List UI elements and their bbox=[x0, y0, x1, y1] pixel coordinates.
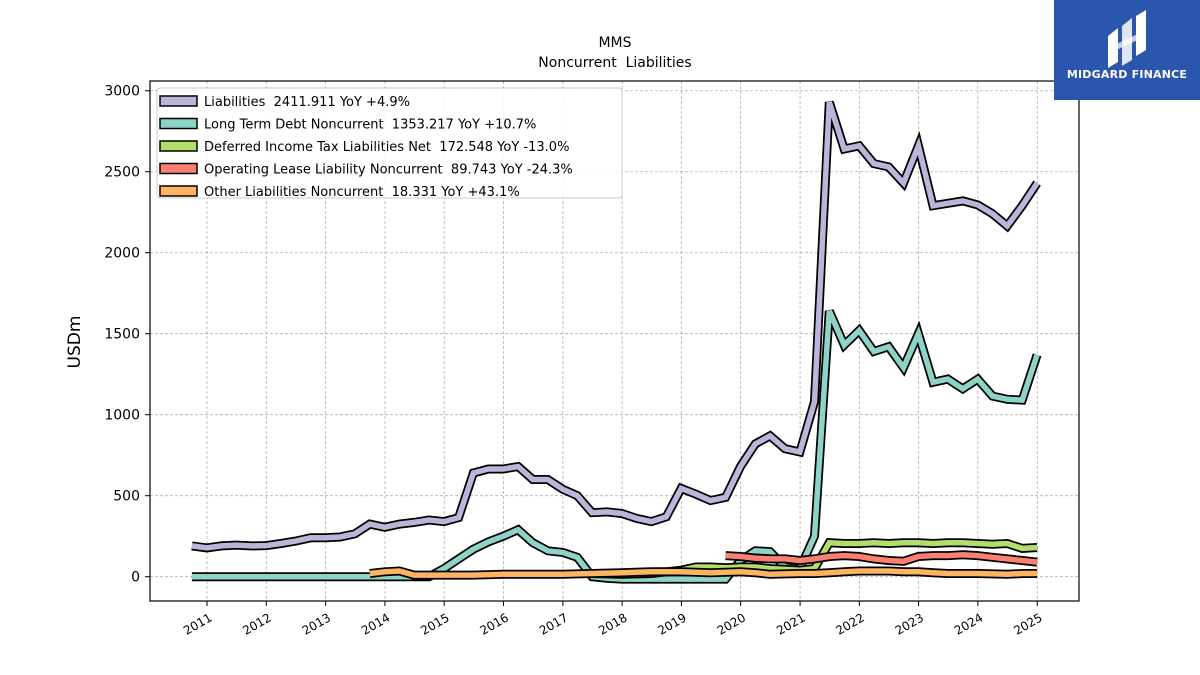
x-tick-label: 2018 bbox=[596, 610, 629, 637]
x-tick-label: 2015 bbox=[418, 610, 451, 637]
x-tick-label: 2025 bbox=[1011, 610, 1044, 637]
x-tick-label: 2019 bbox=[655, 610, 688, 637]
y-tick-label: 500 bbox=[113, 489, 140, 505]
legend-box bbox=[156, 87, 623, 199]
legend-entry: Long Term Debt Noncurrent 1353.217 YoY +… bbox=[204, 118, 536, 133]
y-axis-label: USDm bbox=[65, 316, 85, 369]
x-tick-label: 2014 bbox=[359, 610, 392, 637]
x-tick-label: 2020 bbox=[715, 610, 748, 637]
x-tick-label: 2013 bbox=[300, 610, 333, 637]
series-line bbox=[592, 539, 1038, 578]
series-lines bbox=[191, 100, 1042, 584]
brand-logo: MIDGARD FINANCE bbox=[1054, 0, 1200, 100]
legend-entry: Other Liabilities Noncurrent 18.331 YoY … bbox=[204, 185, 520, 200]
series-line bbox=[191, 309, 1040, 582]
series-line bbox=[725, 552, 1038, 565]
x-tick-label: 2012 bbox=[240, 610, 273, 637]
x-ticks: 2011 2012 2013 2014 2015 2016 2017 2018 2019 2020… bbox=[181, 601, 1045, 638]
x-tick-label: 2011 bbox=[181, 610, 214, 637]
y-tick-label: 1000 bbox=[104, 408, 140, 424]
series-operating-lease-liability-noncurrent bbox=[725, 550, 1038, 567]
legend-entry: Operating Lease Liability Noncurrent 89.… bbox=[204, 163, 573, 178]
legend-entry: Liabilities 2411.911 YoY +4.9% bbox=[204, 95, 410, 110]
legend: Liabilities 2411.911 YoY +4.9% Long Term … bbox=[156, 87, 623, 200]
x-tick-label: 2022 bbox=[833, 610, 866, 637]
x-tick-label: 2023 bbox=[893, 610, 926, 637]
brand-name: MIDGARD FINANCE bbox=[1066, 68, 1188, 81]
y-tick-label: 1500 bbox=[104, 327, 140, 343]
y-ticks: 0 500 1000 1500 2000 2500 3000 bbox=[104, 84, 150, 586]
midgard-logo-icon bbox=[1108, 10, 1146, 68]
x-tick-label: 2017 bbox=[537, 610, 570, 637]
series-deferred-income-tax-liabilities-net bbox=[591, 538, 1038, 579]
legend-swatch bbox=[159, 140, 198, 152]
series-long-term-debt-noncurrent bbox=[191, 309, 1042, 584]
y-tick-label: 2500 bbox=[104, 165, 140, 181]
series-liabilities bbox=[191, 100, 1041, 553]
legend-swatch bbox=[159, 162, 198, 175]
y-tick-label: 0 bbox=[131, 570, 140, 586]
legend-swatch bbox=[159, 117, 198, 130]
chart-subtitle: Noncurrent Liabilities bbox=[538, 55, 691, 71]
x-tick-label: 2021 bbox=[774, 610, 807, 637]
y-tick-label: 2000 bbox=[104, 246, 140, 262]
x-tick-label: 2016 bbox=[477, 610, 510, 637]
plot-area-frame bbox=[149, 80, 1080, 602]
legend-entry: Deferred Income Tax Liabilities Net 172.… bbox=[204, 140, 569, 155]
x-tick-label: 2024 bbox=[952, 610, 985, 637]
series-other-liabilities-noncurrent bbox=[369, 566, 1038, 580]
y-tick-label: 3000 bbox=[104, 84, 140, 100]
legend-swatch bbox=[159, 185, 198, 197]
chart-title: MMS bbox=[598, 35, 631, 51]
series-line bbox=[191, 101, 1040, 551]
series-line bbox=[369, 568, 1038, 578]
legend-swatch bbox=[159, 95, 198, 107]
